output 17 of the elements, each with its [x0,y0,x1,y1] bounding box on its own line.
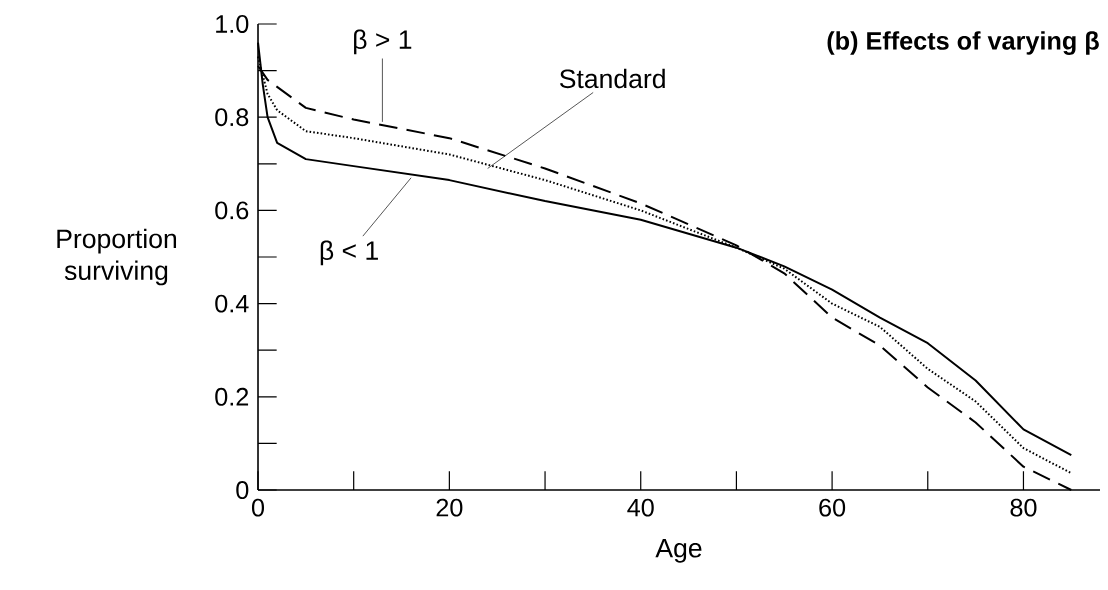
y-tick-label: 0.8 [215,108,249,127]
x-tick-label: 40 [627,498,654,517]
chart-title: (b) Effects of varying β [827,31,1099,55]
annotation: Standard [559,68,665,89]
x-axis-title: Age [655,538,702,563]
y-tick-label: 0.2 [215,387,249,406]
x-tick-label: 80 [1010,498,1037,517]
y-tick-label: 0.6 [215,201,249,220]
y-tick-label: 0.4 [215,294,249,313]
x-tick-label: 60 [819,498,846,517]
y-axis-title: Proportion surviving [57,228,177,286]
y-tick-label: 0 [236,481,249,499]
annotation: β < 1 [320,240,378,266]
annotation: β > 1 [354,29,412,55]
x-tick-label: 0 [251,498,265,517]
y-tick-label: 1.0 [216,15,249,33]
x-tick-label: 20 [436,498,463,517]
